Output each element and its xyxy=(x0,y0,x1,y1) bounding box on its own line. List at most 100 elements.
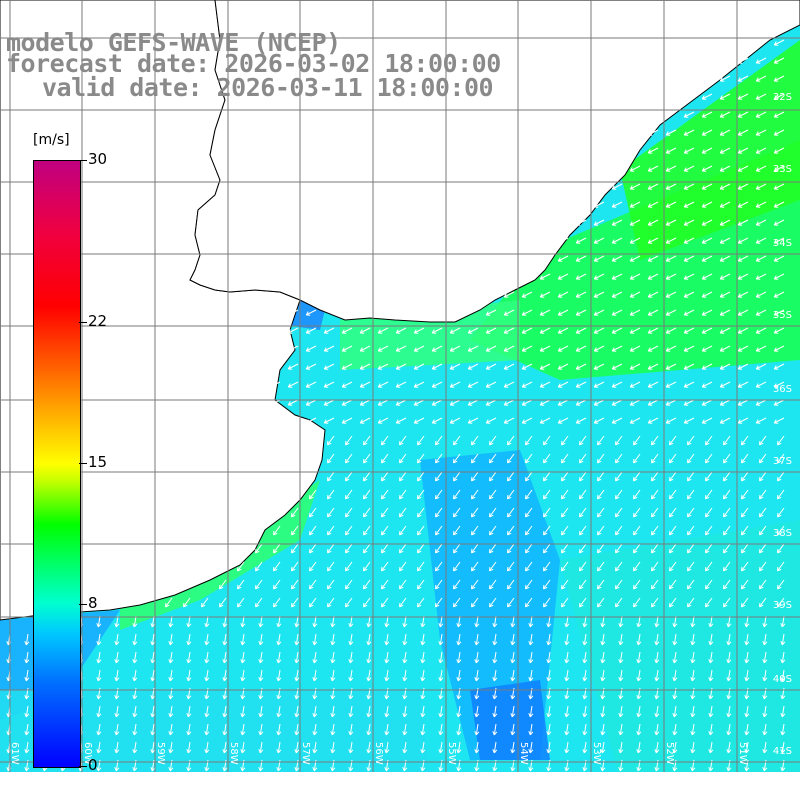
wind-arrow xyxy=(683,147,695,154)
wind-arrow xyxy=(690,705,696,718)
wind-arrow xyxy=(575,255,587,262)
wind-arrow xyxy=(525,543,533,554)
wind-arrow xyxy=(665,129,677,136)
wind-arrow xyxy=(723,579,731,590)
wind-arrow xyxy=(395,399,407,406)
wind-arrow xyxy=(719,309,731,316)
wind-arrow xyxy=(683,219,695,226)
wind-arrow xyxy=(132,615,138,628)
wind-arrow xyxy=(597,435,605,446)
wind-arrow xyxy=(363,471,371,482)
wind-arrow xyxy=(582,723,588,736)
wind-arrow xyxy=(701,165,713,172)
wind-arrow xyxy=(474,651,480,664)
wind-arrow xyxy=(672,669,678,682)
wind-arrow xyxy=(611,309,623,316)
wind-arrow xyxy=(759,525,767,536)
wind-arrow xyxy=(345,471,353,482)
wind-arrow xyxy=(755,219,767,226)
wind-arrow xyxy=(665,345,677,352)
wind-arrow xyxy=(435,489,443,500)
wind-arrow xyxy=(417,507,425,518)
wind-arrow xyxy=(435,597,443,608)
wind-arrow xyxy=(615,579,623,590)
wind-arrow xyxy=(773,111,785,118)
wind-arrow xyxy=(744,633,750,646)
wind-arrow xyxy=(611,237,623,244)
wind-arrow xyxy=(561,525,569,536)
wind-arrow xyxy=(402,723,408,736)
graticule xyxy=(0,0,800,772)
wind-arrow xyxy=(471,579,479,590)
wind-arrow xyxy=(582,669,588,682)
wind-arrow xyxy=(240,669,246,682)
wind-arrow xyxy=(474,723,480,736)
wind-arrow xyxy=(755,417,767,424)
wind-arrow xyxy=(737,345,749,352)
wind-arrow xyxy=(701,255,713,262)
wind-arrow xyxy=(579,561,587,572)
wind-arrow xyxy=(780,723,786,736)
wind-arrow xyxy=(273,561,281,572)
wind-arrow xyxy=(507,579,515,590)
wind-arrow xyxy=(600,651,606,664)
wind-arrow xyxy=(341,363,353,370)
wind-arrow xyxy=(467,381,479,388)
wind-arrow xyxy=(611,327,623,334)
wind-arrow xyxy=(773,183,785,190)
wind-arrow xyxy=(474,633,480,646)
wind-arrow xyxy=(305,345,317,352)
wind-arrow xyxy=(150,705,156,718)
wind-arrow xyxy=(96,705,102,718)
wind-arrow xyxy=(435,579,443,590)
wind-arrow xyxy=(575,327,587,334)
wind-arrow xyxy=(489,471,497,482)
wind-arrow xyxy=(510,741,516,754)
wind-arrow xyxy=(557,363,569,370)
wind-arrow xyxy=(384,615,390,628)
wind-arrow xyxy=(276,723,282,736)
wind-arrow xyxy=(719,93,731,100)
wind-arrow xyxy=(168,651,174,664)
wind-arrow xyxy=(453,489,461,500)
wind-arrow xyxy=(611,417,623,424)
lat-label: 32S xyxy=(773,92,792,103)
wind-arrow xyxy=(773,255,785,262)
wind-arrow xyxy=(629,219,641,226)
wind-arrow xyxy=(615,489,623,500)
wind-arrow xyxy=(276,633,282,646)
wind-arrow xyxy=(359,327,371,334)
wind-arrow xyxy=(773,57,785,64)
wind-arrow xyxy=(561,579,569,590)
speed-patch xyxy=(470,680,550,760)
wind-arrow xyxy=(330,741,336,754)
wind-arrow xyxy=(291,525,299,536)
wind-arrow xyxy=(150,723,156,736)
wind-arrow xyxy=(575,417,587,424)
wind-arrow xyxy=(456,741,462,754)
lat-label: 35S xyxy=(773,310,792,321)
wind-arrow xyxy=(647,363,659,370)
lat-label: 41S xyxy=(773,746,792,757)
wind-arrow xyxy=(435,561,443,572)
wind-arrow xyxy=(539,327,551,334)
wind-arrow xyxy=(255,561,263,572)
wind-arrow xyxy=(503,345,515,352)
wind-arrow xyxy=(777,435,785,446)
wind-arrow xyxy=(737,57,749,64)
wind-arrow xyxy=(672,615,678,628)
wind-arrow xyxy=(543,489,551,500)
wind-arrow xyxy=(348,633,354,646)
wind-arrow xyxy=(273,525,281,536)
wind-arrow xyxy=(564,651,570,664)
wind-arrow xyxy=(654,633,660,646)
wind-arrow xyxy=(377,417,389,424)
wind-arrow xyxy=(201,597,209,608)
colorbar-tick-label: 15 xyxy=(88,453,108,471)
wind-arrow xyxy=(381,543,389,554)
wind-arrow xyxy=(327,525,335,536)
wind-arrow xyxy=(777,489,785,500)
wind-arrow xyxy=(276,615,282,628)
wind-arrow xyxy=(345,543,353,554)
wind-arrow xyxy=(381,453,389,464)
